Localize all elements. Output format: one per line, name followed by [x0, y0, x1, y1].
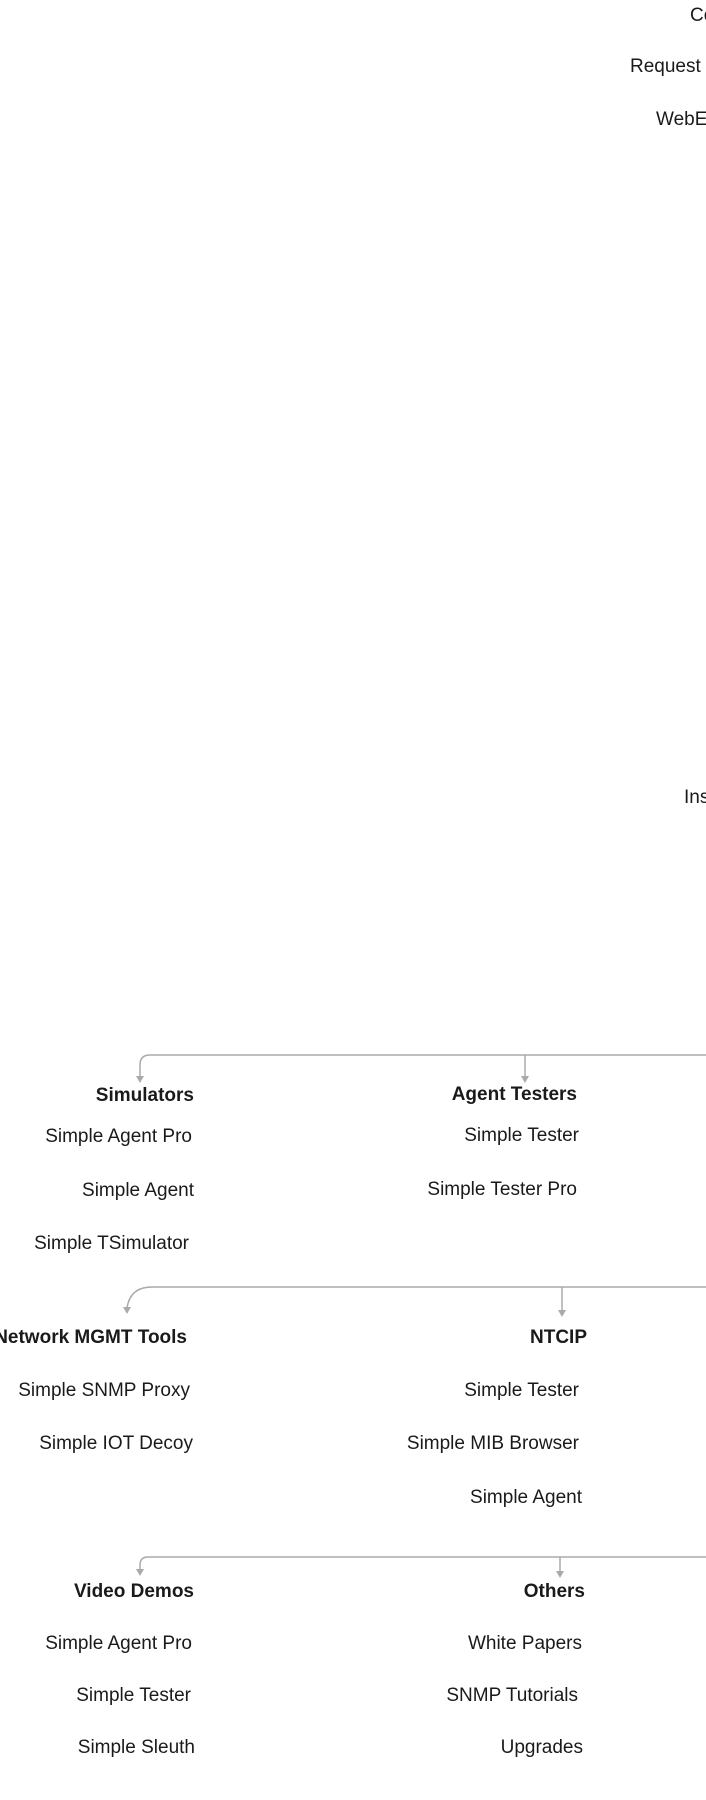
agent-testers-item-simple-tester-pro[interactable]: Simple Tester Pro — [427, 1179, 577, 1200]
others-item-upgrades[interactable]: Upgrades — [500, 1737, 583, 1758]
top-menu-item-1[interactable]: Co — [690, 5, 706, 26]
video-demos-item-simple-sleuth[interactable]: Simple Sleuth — [77, 1737, 195, 1758]
arrowhead-others — [556, 1571, 564, 1578]
ntcip-item-simple-mib-browser[interactable]: Simple MIB Browser — [406, 1433, 579, 1454]
ntcip-item-simple-tester[interactable]: Simple Tester — [464, 1380, 579, 1401]
network-mgmt-tools-heading: Network MGMT Tools — [0, 1327, 187, 1348]
simulators-item-simple-agent[interactable]: Simple Agent — [82, 1180, 194, 1201]
others-item-white-papers[interactable]: White Papers — [467, 1633, 582, 1654]
top-menu-item-3[interactable]: WebE — [656, 109, 706, 130]
others-heading: Others — [523, 1581, 585, 1602]
others-item-snmp-tutorials[interactable]: SNMP Tutorials — [446, 1685, 578, 1706]
arrowhead-agent-testers — [521, 1076, 529, 1083]
ntcip-item-simple-agent[interactable]: Simple Agent — [470, 1487, 582, 1508]
arrowhead-network-mgmt-tools — [123, 1307, 131, 1314]
connector-simulators — [139, 1054, 706, 1078]
simulators-heading: Simulators — [95, 1085, 194, 1106]
simulators-item-simple-tsimulator[interactable]: Simple TSimulator — [34, 1233, 189, 1254]
agent-testers-item-simple-tester[interactable]: Simple Tester — [464, 1125, 579, 1146]
video-demos-heading: Video Demos — [73, 1581, 194, 1602]
video-demos-item-simple-tester[interactable]: Simple Tester — [76, 1685, 191, 1706]
network-mgmt-item-simple-iot-decoy[interactable]: Simple IOT Decoy — [39, 1433, 193, 1454]
arrowhead-simulators — [136, 1076, 144, 1083]
arrowhead-ntcip — [558, 1310, 566, 1317]
connector-network-mgmt-tools — [126, 1286, 706, 1309]
video-demos-item-simple-agent-pro[interactable]: Simple Agent Pro — [45, 1633, 192, 1654]
network-mgmt-item-simple-snmp-proxy[interactable]: Simple SNMP Proxy — [18, 1380, 190, 1401]
arrowhead-video-demos — [136, 1569, 144, 1576]
top-menu-item-2[interactable]: Request — [630, 56, 701, 77]
simulators-item-simple-agent-pro[interactable]: Simple Agent Pro — [45, 1126, 192, 1147]
ntcip-heading: NTCIP — [530, 1327, 587, 1348]
top-menu-item-4[interactable]: Ins — [684, 787, 706, 808]
connector-video-demos — [139, 1556, 706, 1571]
agent-testers-heading: Agent Testers — [451, 1084, 577, 1105]
